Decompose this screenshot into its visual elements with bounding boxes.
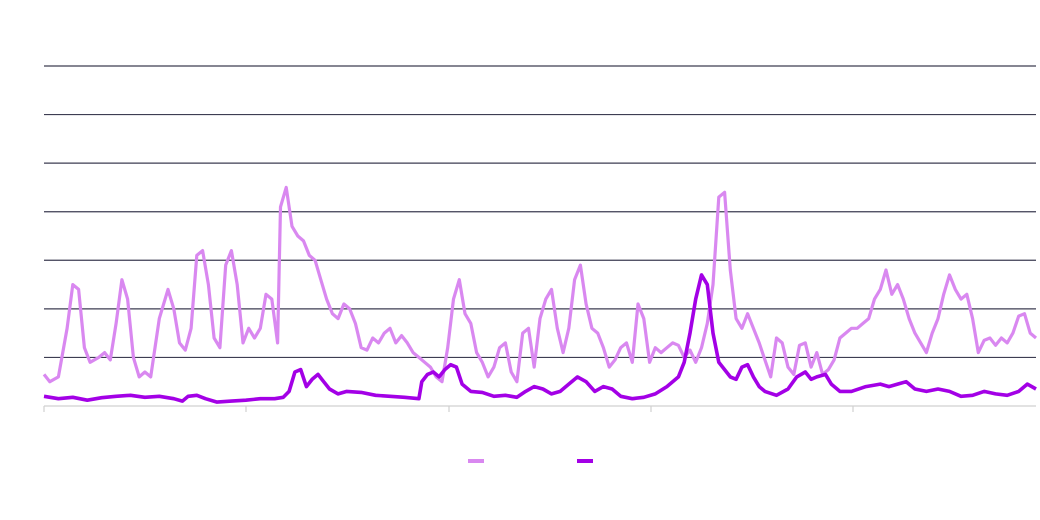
series-line-dark (43, 273, 1037, 404)
gridlines (44, 65, 1036, 359)
x-axis (43, 405, 1036, 412)
series-line-light (42, 185, 1038, 384)
